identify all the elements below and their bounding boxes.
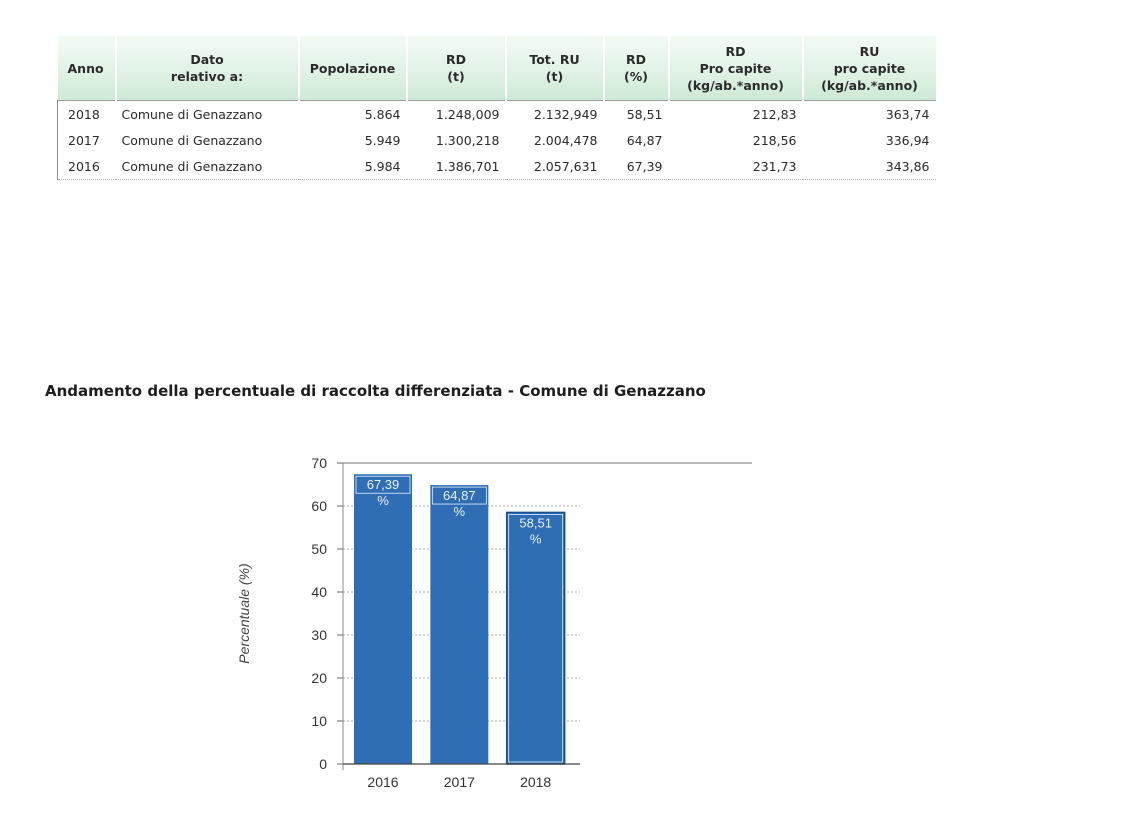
cell-tot-ru: 2.132,949 — [505, 100, 604, 127]
header-dato: Dato relativo a: — [115, 36, 300, 101]
y-axis-label: Percentuale (%) — [236, 563, 252, 663]
y-tick-label: 60 — [311, 498, 327, 514]
y-tick-label: 20 — [311, 670, 327, 686]
cell-popolazione: 5.864 — [298, 100, 407, 127]
table-row: 2017 Comune di Genazzano 5.949 1.300,218… — [57, 127, 936, 153]
cell-rd-percent: 58,51 — [603, 100, 669, 127]
y-tick-label: 70 — [311, 455, 327, 471]
chart-bars — [354, 474, 566, 765]
bar-value-label: 67,39 — [367, 477, 400, 492]
cell-rd-percent: 64,87 — [626, 132, 663, 148]
chart-axes — [337, 462, 580, 770]
cell-rd-t: 1.386,701 — [406, 153, 506, 180]
bar-value-unit: % — [454, 504, 466, 519]
y-tick-label: 30 — [311, 627, 327, 643]
bar-2017 — [430, 485, 489, 764]
cell-anno: 2016 — [57, 153, 116, 180]
cell-ru-pro-capite: 336,94 — [885, 132, 930, 148]
x-category-label: 2017 — [444, 774, 475, 790]
header-rd-t: RD (t) — [406, 36, 507, 101]
rd-data-table: Anno Dato relativo a: Popolazione RD (t) T… — [57, 36, 936, 180]
bar-value-label: 58,51 — [519, 515, 552, 530]
cell-ru-pro-capite: 343,86 — [802, 153, 936, 180]
table-header-row: Anno Dato relativo a: Popolazione RD (t) T… — [57, 36, 936, 101]
bar-value-unit: % — [377, 493, 389, 508]
cell-rd-percent: 67,39 — [603, 153, 669, 180]
cell-rd-pro-capite: 231,73 — [668, 153, 803, 180]
y-tick-label: 0 — [319, 756, 327, 772]
y-tick-label: 40 — [311, 584, 327, 600]
table-row: 2016 Comune di Genazzano 5.984 1.386,701… — [57, 153, 936, 180]
bar-2018 — [505, 511, 566, 765]
cell-anno: 2018 — [57, 100, 116, 127]
cell-tot-ru: 2.057,631 — [505, 153, 604, 180]
table-row: 2018 Comune di Genazzano 5.864 1.248,009… — [57, 100, 936, 127]
bar-label-box — [431, 486, 487, 505]
cell-dato: Comune di Genazzano — [115, 153, 299, 180]
cell-ru-pro-capite: 363,74 — [802, 100, 936, 127]
x-category-label: 2016 — [367, 774, 398, 790]
chart-title: Andamento della percentuale di raccolta … — [45, 382, 706, 400]
y-tick-label: 50 — [311, 541, 327, 557]
header-rd-percent: RD (%) — [603, 36, 670, 101]
cell-popolazione: 5.984 — [298, 153, 407, 180]
bar-label-box — [508, 514, 564, 763]
cell-tot-ru: 2.004,478 — [533, 132, 598, 148]
cell-dato: Comune di Genazzano — [121, 132, 263, 148]
cell-dato: Comune di Genazzano — [115, 100, 299, 127]
cell-rd-t: 1.300,218 — [435, 132, 500, 148]
bar-2016 — [354, 474, 412, 764]
cell-rd-pro-capite: 218,56 — [752, 132, 797, 148]
cell-rd-t: 1.248,009 — [406, 100, 506, 127]
header-anno: Anno — [57, 36, 117, 101]
y-tick-label: 10 — [311, 713, 327, 729]
bar-label-box — [355, 475, 411, 494]
x-category-label: 2018 — [520, 774, 551, 790]
header-ru-pro-capite: RU pro capite (kg/ab.*anno) — [802, 36, 936, 101]
cell-rd-pro-capite: 212,83 — [668, 100, 803, 127]
chart-labels: 0 10 20 30 40 50 60 70 67,39% 2016 64,87% 2017 58,51… — [236, 455, 552, 790]
cell-popolazione: 5.949 — [364, 132, 401, 148]
header-rd-pro-capite: RD Pro capite (kg/ab.*anno) — [668, 36, 804, 101]
bar-value-label: 64,87 — [443, 488, 476, 503]
cell-anno: 2017 — [57, 127, 116, 153]
header-popolazione: Popolazione — [298, 36, 408, 101]
bar-value-unit: % — [530, 531, 542, 546]
header-tot-ru: Tot. RU (t) — [505, 36, 605, 101]
